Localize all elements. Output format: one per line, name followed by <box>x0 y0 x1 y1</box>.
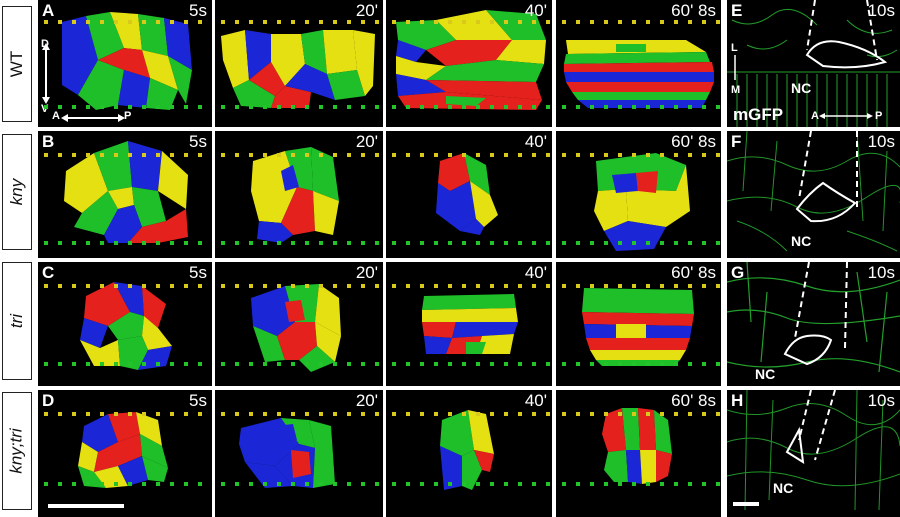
cell-clone-image <box>422 294 518 354</box>
membrane-gfp-image <box>727 262 900 373</box>
row-label-kny-tri: kny;tri <box>2 392 32 510</box>
mgfp-label: mGFP <box>733 105 784 124</box>
panel-d-20min: 20' <box>215 390 383 517</box>
cell-clone-image <box>582 288 694 366</box>
timepoint-label: 10s <box>867 132 895 151</box>
panel-a-40min: 40' <box>386 0 552 127</box>
cell-clone-image <box>594 153 690 251</box>
timepoint-label: 10s <box>867 391 895 410</box>
cell-clone-image <box>221 30 375 108</box>
panel-b-5s: B 5s <box>38 131 212 258</box>
row-label-wt: WT <box>2 6 32 122</box>
panel-letter: F <box>731 132 742 151</box>
axis-label-anterior: A <box>52 110 60 122</box>
timepoint-label: 5s <box>189 263 207 282</box>
notochord-label: NC <box>791 80 812 96</box>
membrane-gfp-image <box>727 390 900 511</box>
cell-clone-image <box>42 12 192 122</box>
panel-d-60min-8s: 60' 8s <box>556 390 721 517</box>
timepoint-label: 40' <box>524 132 547 151</box>
row-label-text: tri <box>6 313 26 329</box>
membrane-gfp-image <box>727 131 900 252</box>
panel-c-60min-8s: 60' 8s <box>556 262 721 386</box>
panel-c-20min: 20' <box>215 262 383 386</box>
timepoint-label: 20' <box>355 132 378 151</box>
row-label-tri: tri <box>2 262 32 380</box>
cell-clone-image <box>251 147 339 243</box>
cell-clone-image <box>80 282 172 370</box>
panel-c-40min: 40' <box>386 262 552 386</box>
panel-a-20min: 20' <box>215 0 383 127</box>
panel-a-60min-8s: 60' 8s <box>556 0 721 127</box>
timepoint-label: 60' 8s <box>671 132 716 151</box>
timepoint-label: 40' <box>524 391 547 410</box>
timepoint-label: 60' 8s <box>671 391 716 410</box>
panel-b-40min: 40' <box>386 131 552 258</box>
timepoint-label: 5s <box>189 132 207 151</box>
panel-letter: H <box>731 391 744 410</box>
scale-bar <box>48 504 124 508</box>
panel-letter: G <box>731 263 745 282</box>
panel-b-20min: 20' <box>215 131 383 258</box>
membrane-gfp-image <box>727 0 900 127</box>
timepoint-label: 40' <box>524 1 547 20</box>
axis-label-anterior: A <box>811 110 819 122</box>
cell-clone-image <box>78 412 168 488</box>
cell-clone-image <box>239 418 335 488</box>
panel-letter: E <box>731 1 743 20</box>
timepoint-label: 10s <box>867 263 895 282</box>
axis-label-medial: M <box>731 84 741 96</box>
panel-letter: B <box>42 132 55 151</box>
timepoint-label: 40' <box>524 263 547 282</box>
panel-c-5s: C 5s <box>38 262 212 386</box>
cell-clone-image <box>564 40 714 108</box>
row-label-text: kny <box>7 178 26 206</box>
timepoint-label: 60' 8s <box>671 1 716 20</box>
panel-letter: C <box>42 263 55 282</box>
axis-label-posterior: P <box>875 110 883 122</box>
timepoint-label: 5s <box>189 391 207 410</box>
panel-b-60min-8s: 60' 8s <box>556 131 721 258</box>
row-label-kny: kny <box>2 134 32 250</box>
notochord-label: NC <box>755 366 776 382</box>
cell-clone-image <box>64 141 188 243</box>
row-label-text: WT <box>7 50 26 78</box>
timepoint-label: 5s <box>189 1 207 20</box>
panel-g-gfp: G 10s NC <box>727 262 900 386</box>
notochord-label: NC <box>791 233 812 249</box>
timepoint-label: 20' <box>355 1 378 20</box>
panel-d-5s: D 5s <box>38 390 212 517</box>
cell-clone-image <box>396 10 546 110</box>
axis-label-lateral: L <box>731 42 738 54</box>
panel-e-gfp: E 10s L M NC A P mGFP <box>727 0 900 127</box>
axis-label-posterior: P <box>124 110 132 122</box>
panel-h-gfp: H 10s NC <box>727 390 900 517</box>
cell-clone-image <box>602 408 672 484</box>
timepoint-label: 60' 8s <box>671 263 716 282</box>
timepoint-label: 20' <box>355 391 378 410</box>
panel-letter: A <box>42 1 55 20</box>
cell-clone-image <box>440 410 494 490</box>
panel-d-40min: 40' <box>386 390 552 517</box>
notochord-label: NC <box>773 480 794 496</box>
timepoint-label: 20' <box>355 263 378 282</box>
panel-letter: D <box>42 391 55 410</box>
axis-label-dorsal: D <box>41 38 49 50</box>
row-label-text: kny;tri <box>7 428 26 474</box>
panel-f-gfp: F 10s NC <box>727 131 900 258</box>
axis-label-ventral: V <box>41 103 49 115</box>
cell-clone-image <box>436 153 498 235</box>
cell-clone-image <box>251 284 341 372</box>
timepoint-label: 10s <box>867 1 895 20</box>
panel-a-5s: A 5s D V A P <box>38 0 212 127</box>
